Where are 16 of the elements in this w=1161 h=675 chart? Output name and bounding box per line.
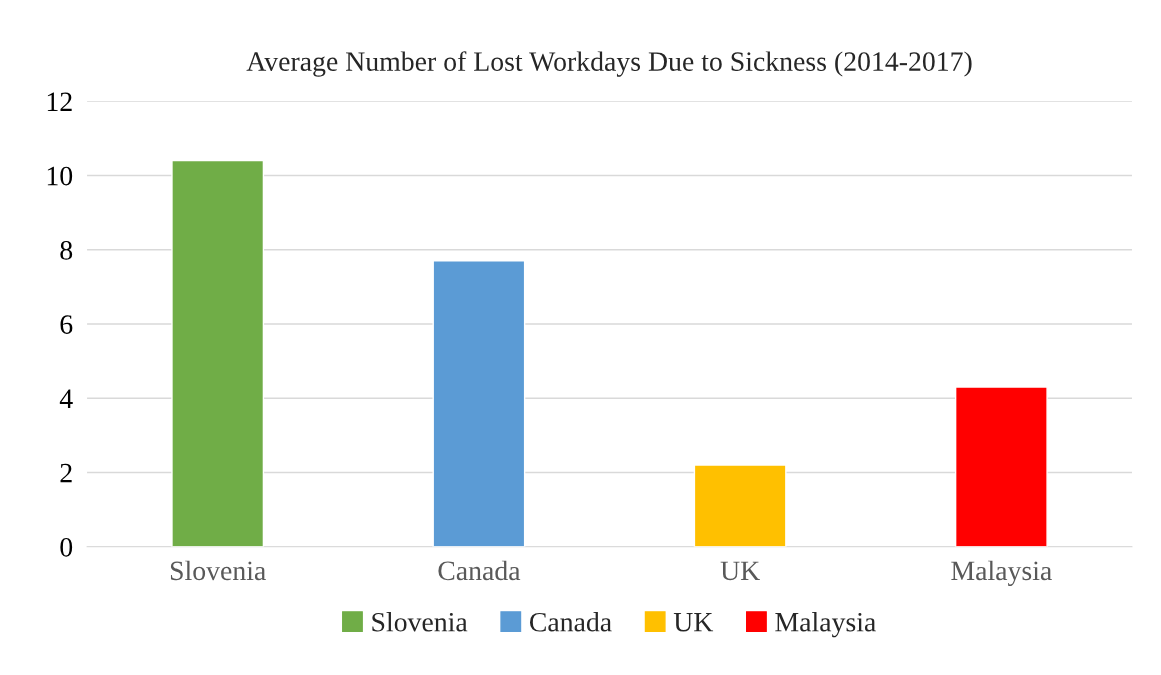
- legend-label: Canada: [529, 612, 612, 632]
- y-tick-label: 4: [59, 389, 73, 408]
- x-tick-label: Malaysia: [951, 560, 1052, 586]
- y-tick-label: 0: [60, 537, 73, 557]
- x-tick-label: Canada: [438, 560, 521, 581]
- y-tick-label: 12: [47, 92, 72, 111]
- x-tick-label: UK: [720, 561, 760, 581]
- y-tick-label: 8: [60, 240, 73, 260]
- legend-label: Malaysia: [775, 612, 876, 638]
- y-tick-label: 6: [60, 315, 73, 334]
- x-tick-label: Slovenia: [170, 560, 266, 581]
- y-tick-label: 10: [47, 166, 73, 186]
- legend-label: Slovenia: [372, 612, 468, 632]
- chart-title: Average Number of Lost Workdays Due to Sickness (2014-2017): [246, 51, 972, 77]
- legend-label: UK: [673, 613, 714, 632]
- y-tick-label: 2: [60, 463, 72, 483]
